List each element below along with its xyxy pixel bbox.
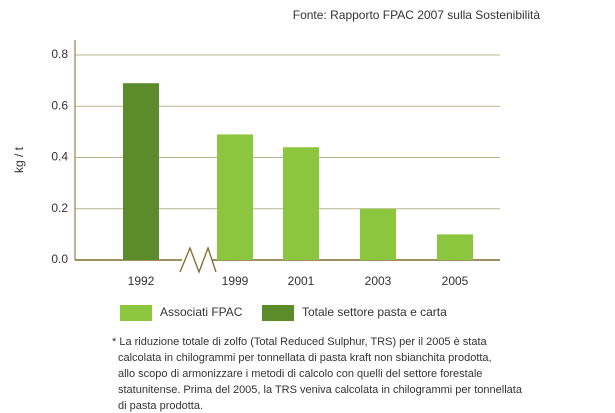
footnote-line: calcolata in chilogrammi per tonnellata … xyxy=(118,352,492,364)
bar xyxy=(123,83,159,260)
x-tick-label: 2003 xyxy=(365,274,392,288)
x-tick-label: 1999 xyxy=(222,274,249,288)
legend-swatch xyxy=(120,305,152,321)
bar xyxy=(437,234,473,260)
bar xyxy=(360,208,396,260)
bar xyxy=(283,147,319,260)
axis-break-bg xyxy=(182,257,212,263)
y-tick-label: 0.4 xyxy=(51,150,68,164)
footnote-line: statunitense. Prima del 2005, la TRS ven… xyxy=(118,384,523,396)
y-axis-label: kg / t xyxy=(12,146,26,173)
legend-label: Totale settore pasta e carta xyxy=(302,305,447,319)
x-tick-label: 2001 xyxy=(288,274,315,288)
y-tick-label: 0.8 xyxy=(51,47,68,61)
footnote-line: allo scopo di armonizzare i metodi di ca… xyxy=(118,368,482,380)
source: Fonte: Rapporto FPAC 2007 sulla Sostenib… xyxy=(293,8,541,22)
bar xyxy=(217,134,253,260)
x-tick-label: 1992 xyxy=(128,274,155,288)
x-tick-label: 2005 xyxy=(442,274,469,288)
legend-label: Associati FPAC xyxy=(160,305,243,319)
footnote-line: * La riduzione totale di zolfo (Total Re… xyxy=(112,336,488,348)
footnote-line: di pasta prodotta. xyxy=(118,400,203,412)
y-tick-label: 0.2 xyxy=(51,201,68,215)
legend-swatch xyxy=(262,305,294,321)
y-tick-label: 0.0 xyxy=(51,252,68,266)
axis-break xyxy=(179,246,217,274)
y-tick-label: 0.6 xyxy=(51,98,68,112)
